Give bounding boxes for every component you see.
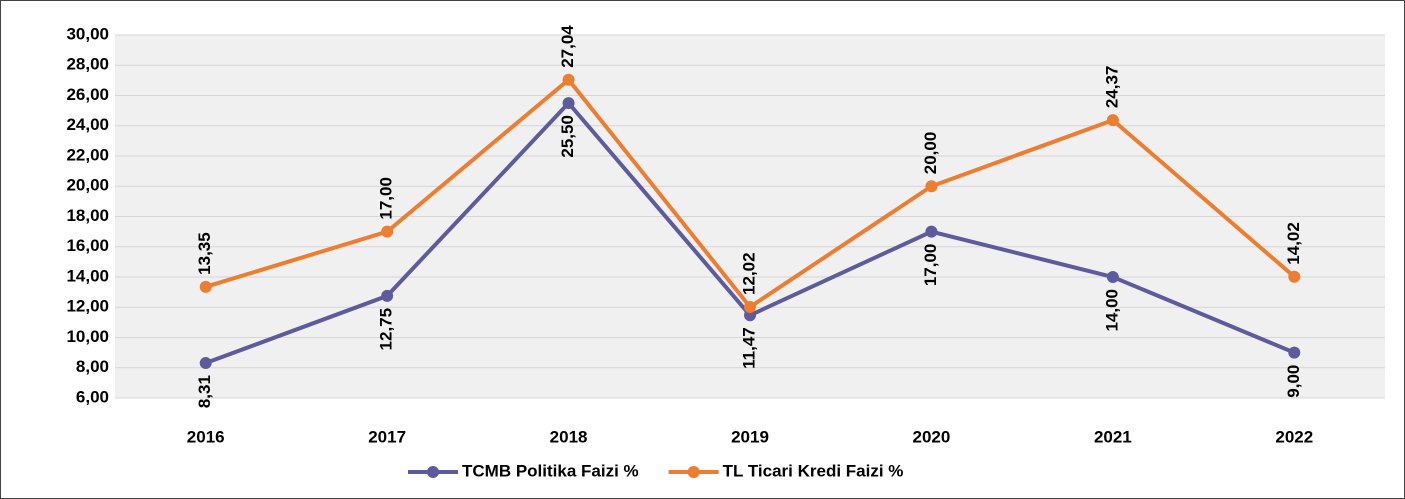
point	[381, 289, 394, 302]
x-tick-label: 2020	[913, 427, 951, 446]
point	[1288, 270, 1301, 283]
y-tick-label: 14,00	[66, 266, 109, 285]
y-tick-label: 20,00	[66, 176, 109, 195]
y-tick-label: 16,00	[66, 236, 109, 255]
data-label: 9,00	[1284, 365, 1303, 398]
data-label: 25,50	[558, 115, 577, 158]
point	[1106, 271, 1119, 283]
data-label: 27,04	[558, 25, 577, 68]
x-tick-label: 2021	[1094, 427, 1132, 446]
x-tick-label: 2016	[187, 427, 225, 446]
y-tick-label: 18,00	[66, 206, 109, 225]
legend-label: TL Ticari Kredi Faizi %	[723, 461, 904, 480]
point	[562, 73, 575, 86]
data-label: 14,02	[1284, 222, 1303, 265]
x-tick-label: 2022	[1275, 427, 1313, 446]
y-tick-label: 6,00	[76, 387, 109, 406]
point	[199, 357, 212, 370]
y-tick-label: 28,00	[66, 55, 109, 74]
point	[199, 280, 212, 293]
data-label: 14,00	[1102, 289, 1121, 332]
point	[562, 97, 575, 110]
point	[1288, 346, 1301, 359]
legend-marker	[427, 466, 439, 478]
point	[744, 309, 756, 322]
data-label: 24,37	[1102, 66, 1121, 109]
y-tick-label: 22,00	[66, 145, 109, 164]
data-label: 13,35	[195, 232, 214, 275]
point	[1106, 114, 1119, 127]
point	[925, 180, 938, 193]
y-tick-label: 10,00	[66, 327, 109, 346]
y-tick-label: 12,00	[66, 297, 109, 316]
y-tick-label: 30,00	[66, 24, 109, 43]
data-label: 12,75	[377, 308, 396, 351]
data-label: 17,00	[921, 244, 940, 287]
x-tick-label: 2018	[550, 427, 588, 446]
data-label: 20,00	[921, 132, 940, 175]
legend-label: TCMB Politika Faizi %	[462, 461, 639, 480]
data-label: 11,47	[739, 327, 758, 369]
point	[381, 225, 394, 238]
y-tick-label: 26,00	[66, 85, 109, 104]
x-tick-label: 2019	[731, 427, 769, 446]
legend-marker	[687, 466, 700, 478]
data-label: 17,00	[377, 177, 396, 220]
point	[744, 300, 756, 313]
data-label: 8,31	[195, 375, 214, 408]
y-tick-label: 8,00	[76, 357, 109, 376]
data-label: 12,02	[739, 252, 758, 295]
point	[925, 225, 938, 238]
y-tick-label: 24,00	[66, 115, 109, 134]
x-tick-label: 2017	[368, 427, 406, 446]
